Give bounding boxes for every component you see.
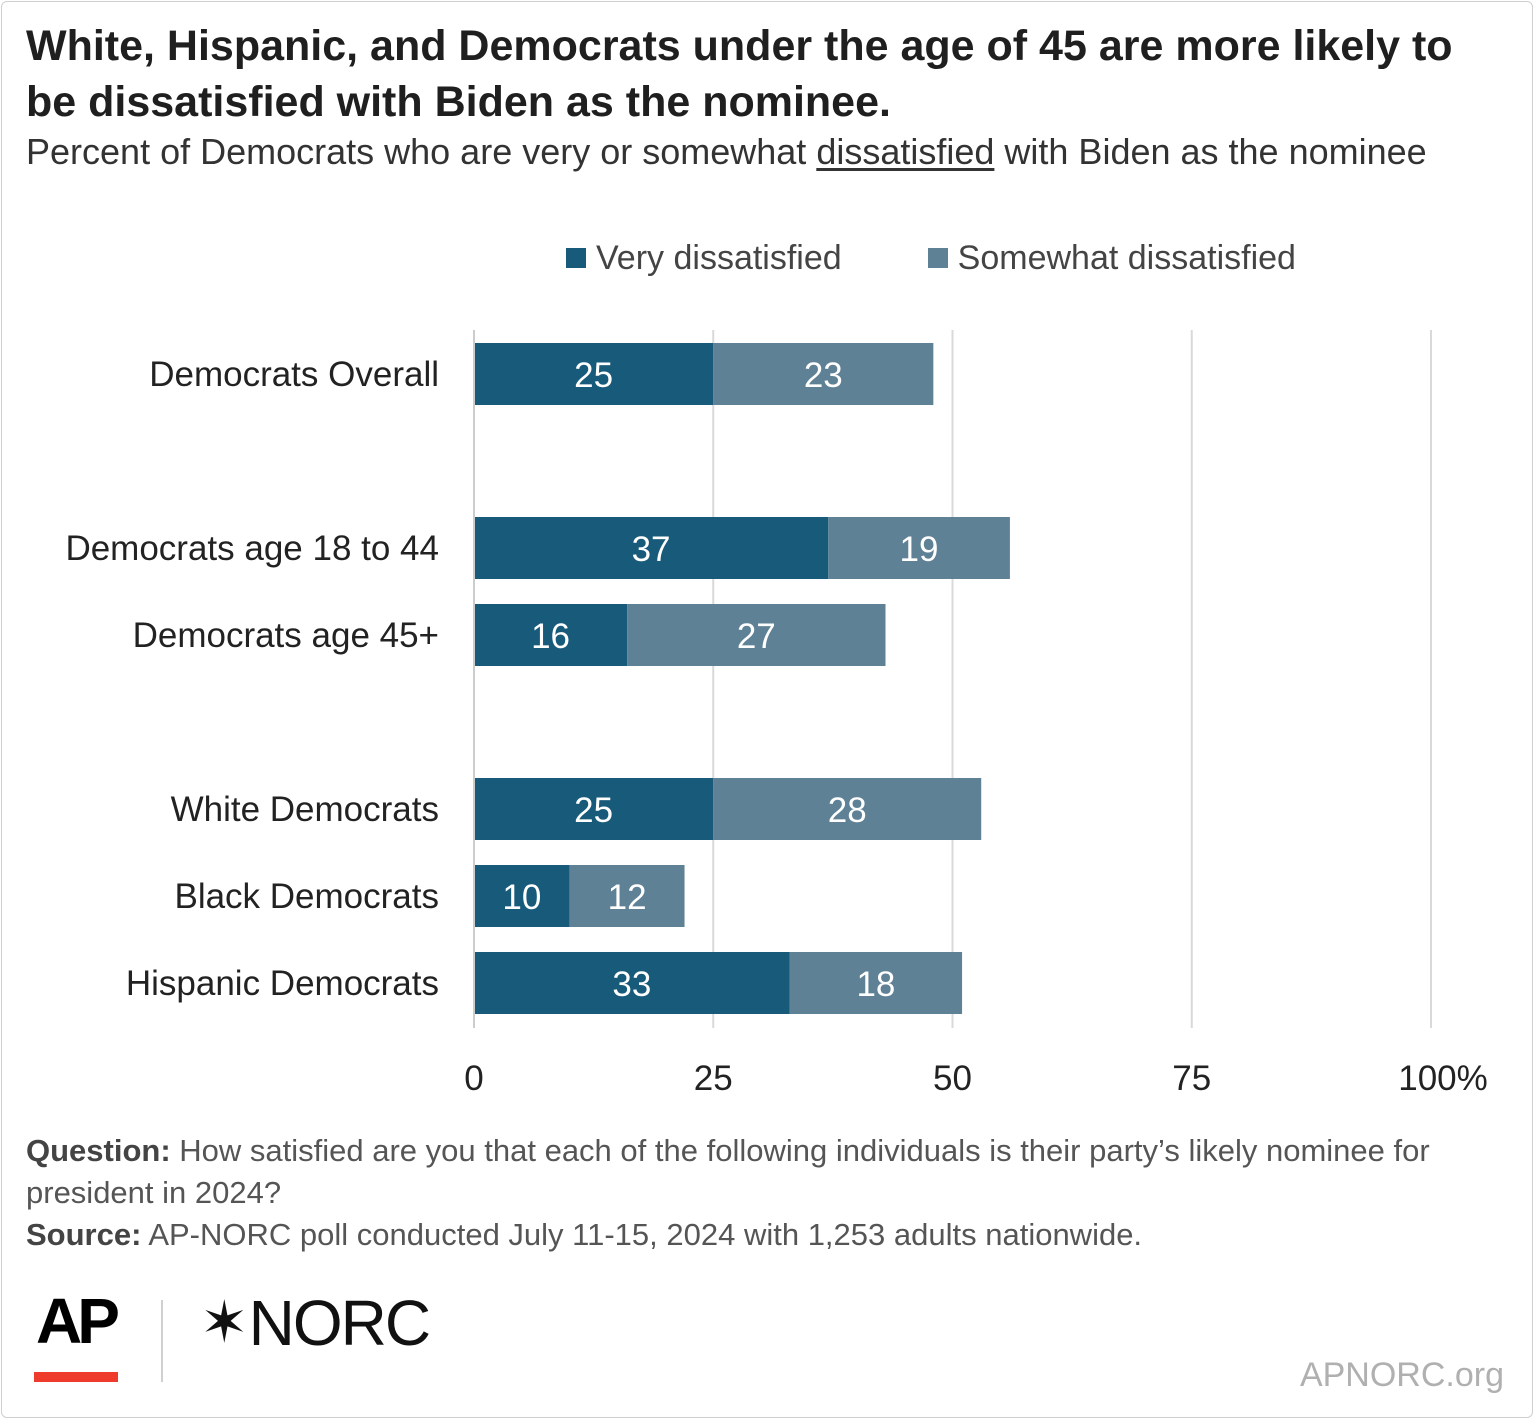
chart-title: White, Hispanic, and Democrats under the…	[26, 22, 1453, 126]
bar-very-dissatisfied	[474, 952, 790, 1014]
chart-legend: Very dissatisfied Somewhat dissatisfied	[566, 238, 1296, 278]
bar-value-label: 16	[531, 617, 570, 656]
bar-value-label: 18	[856, 965, 895, 1004]
x-tick-label: 0	[464, 1059, 483, 1098]
norc-logo: ✶ NORC	[200, 1287, 431, 1359]
x-tick-label: 100%	[1398, 1059, 1488, 1098]
bar-value-label: 23	[804, 356, 843, 395]
source-label: Source:	[26, 1217, 142, 1252]
category-label: Hispanic Democrats	[126, 964, 439, 1003]
legend-swatch-very	[566, 248, 586, 268]
bar-value-label: 12	[608, 878, 647, 917]
ap-logo: AP	[36, 1285, 120, 1357]
bar-very-dissatisfied	[474, 343, 714, 405]
chart-subtitle: Percent of Democrats who are very or som…	[26, 128, 1466, 176]
bar-value-label: 28	[828, 791, 867, 830]
x-tick-label: 75	[1172, 1059, 1211, 1098]
subtitle-underlined-word: dissatisfied	[816, 131, 995, 172]
legend-item-very: Very dissatisfied	[566, 239, 842, 278]
bar-very-dissatisfied	[474, 865, 570, 927]
logo-divider	[161, 1300, 163, 1382]
bar-value-label: 25	[574, 791, 613, 830]
question-label: Question:	[26, 1133, 171, 1168]
bar-very-dissatisfied	[474, 604, 628, 666]
subtitle-text-after: with Biden as the nominee	[994, 131, 1427, 172]
bar-very-dissatisfied	[474, 517, 829, 579]
ap-logo-underline	[34, 1372, 118, 1382]
site-url: APNORC.org	[1299, 1356, 1504, 1394]
bar-somewhat-dissatisfied	[713, 343, 934, 405]
source-note: Source: AP-NORC poll conducted July 11-1…	[26, 1214, 1466, 1256]
source-text: AP-NORC poll conducted July 11-15, 2024 …	[141, 1217, 1143, 1252]
question-text: How satisfied are you that each of the f…	[26, 1133, 1430, 1210]
bar-value-label: 33	[612, 965, 651, 1004]
bar-value-label: 25	[574, 356, 613, 395]
category-label: White Democrats	[171, 790, 439, 829]
category-label: Democrats age 18 to 44	[65, 529, 439, 568]
category-label: Democrats age 45+	[133, 616, 439, 655]
bar-somewhat-dissatisfied	[713, 778, 982, 840]
legend-swatch-somewhat	[927, 248, 948, 268]
bar-value-label: 19	[900, 530, 939, 569]
bar-very-dissatisfied	[474, 778, 714, 840]
bar-value-label: 37	[632, 530, 671, 569]
legend-label-somewhat: Somewhat dissatisfied	[957, 238, 1296, 277]
bar-somewhat-dissatisfied	[627, 604, 886, 666]
legend-label-very: Very dissatisfied	[596, 238, 842, 277]
norc-logo-text: NORC	[248, 1287, 431, 1359]
bar-somewhat-dissatisfied	[828, 517, 1010, 579]
subtitle-text-before: Percent of Democrats who are very or som…	[26, 131, 817, 172]
bar-value-label: 27	[737, 617, 776, 656]
bar-chart: 0 25 50 75 100% Democrats Overall 25 23 Democrat…	[65, 330, 1488, 1098]
x-tick-label: 25	[694, 1059, 733, 1098]
bar-somewhat-dissatisfied	[569, 865, 685, 927]
category-label: Democrats Overall	[149, 355, 439, 394]
chart-footnote: Question: How satisfied are you that eac…	[26, 1130, 1466, 1256]
legend-item-somewhat: Somewhat dissatisfied	[927, 238, 1296, 278]
x-tick-label: 50	[933, 1059, 972, 1098]
norc-star-icon: ✶	[200, 1290, 249, 1355]
category-label: Black Democrats	[174, 877, 439, 916]
question-note: Question: How satisfied are you that eac…	[26, 1130, 1466, 1214]
bar-value-label: 10	[502, 878, 541, 917]
bar-somewhat-dissatisfied	[789, 952, 963, 1014]
